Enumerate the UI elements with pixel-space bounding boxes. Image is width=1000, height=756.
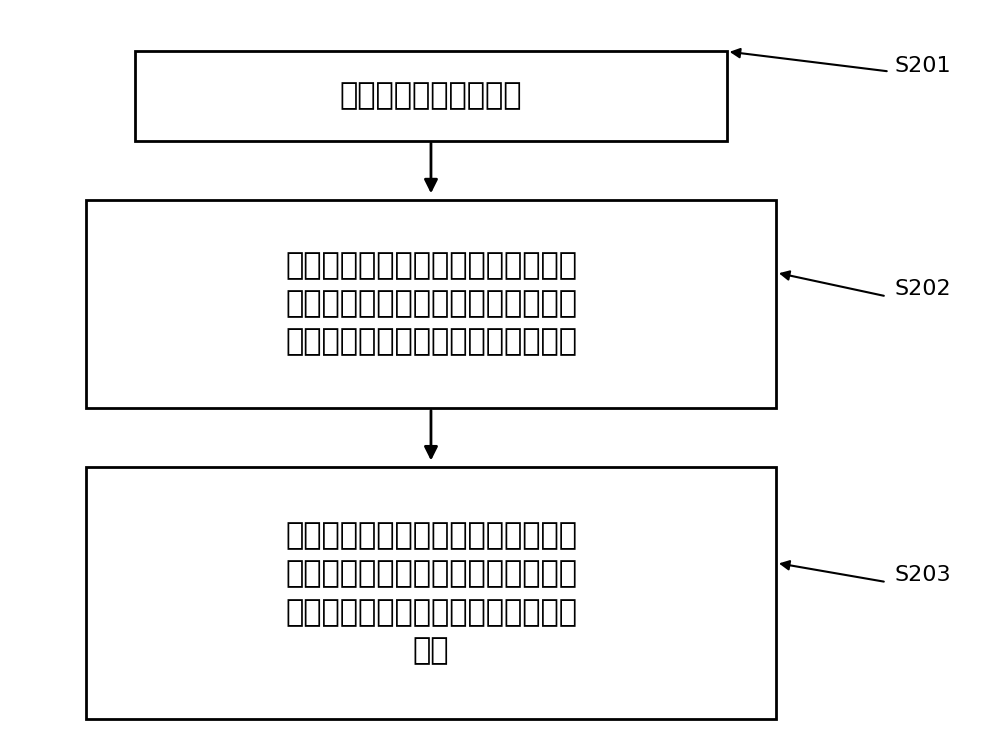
Text: S203: S203 bbox=[894, 565, 951, 584]
Text: 获取储药箱的液位信息: 获取储药箱的液位信息 bbox=[340, 82, 522, 110]
FancyBboxPatch shape bbox=[86, 467, 776, 720]
FancyBboxPatch shape bbox=[135, 51, 727, 141]
FancyBboxPatch shape bbox=[86, 200, 776, 407]
Text: S201: S201 bbox=[894, 56, 951, 76]
Text: 当储药箱的液位等于或高于第一高液
位预设值时，控制输送泵关闭，以控
制配置箱停止向所述储药箱输送石灰
乳液: 当储药箱的液位等于或高于第一高液 位预设值时，控制输送泵关闭，以控 制配置箱停止… bbox=[285, 522, 577, 665]
Text: S202: S202 bbox=[894, 279, 951, 299]
Text: 当储药箱的液位等于或低于第一低液
位预设值时，控制输送泵开启，以控
制配置箱向所述储药箱输送石灰乳液: 当储药箱的液位等于或低于第一低液 位预设值时，控制输送泵开启，以控 制配置箱向所… bbox=[285, 251, 577, 357]
